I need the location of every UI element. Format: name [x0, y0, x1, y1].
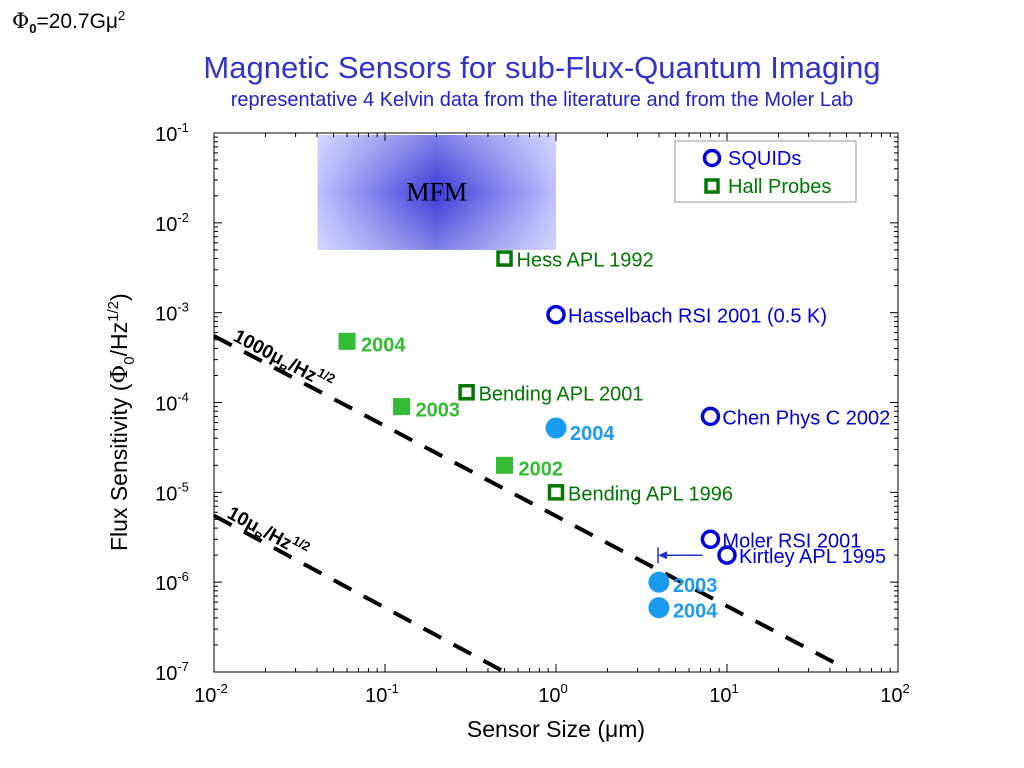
- y-tick-label: 10-5: [155, 479, 189, 505]
- data-label: 2004: [570, 423, 615, 445]
- data-label: 2004: [673, 601, 718, 623]
- reference-line-label: 10μB/Hz1/2: [222, 499, 313, 566]
- chart-subtitle: representative 4 Kelvin data from the li…: [230, 89, 854, 111]
- data-point: [393, 398, 411, 416]
- data-point: [547, 484, 565, 501]
- data-point: [338, 332, 356, 350]
- reference-line: [213, 334, 840, 667]
- annotation-arrow-head: [658, 551, 668, 560]
- y-axis-label: Flux Sensitivity (Φ0/Hz1/2): [105, 293, 138, 551]
- y-tick-label: 10-3: [155, 300, 189, 326]
- data-label: Bending APL 1996: [568, 483, 733, 505]
- x-tick-label: 101: [709, 681, 738, 707]
- data-label: 2003: [416, 400, 461, 422]
- x-tick-label: 10-1: [365, 681, 399, 707]
- mfm-label: MFM: [406, 177, 467, 206]
- data-label: 2004: [361, 334, 406, 356]
- reference-line: [213, 513, 506, 674]
- data-label: 2002: [519, 458, 564, 480]
- data-point: [458, 384, 475, 401]
- data-label: Bending APL 2001: [479, 383, 644, 405]
- data-label: Kirtley APL 1995: [739, 546, 886, 568]
- y-tick-label: 10-6: [155, 569, 189, 595]
- x-tick-label: 100: [538, 681, 567, 707]
- phi-equation: =20.7Gμ: [36, 10, 119, 33]
- data-label: Hess APL 1992: [517, 250, 654, 272]
- flux-quantum-note: Φ0=20.7Gμ2: [12, 8, 125, 36]
- mfm-box-shade: [317, 135, 556, 250]
- data-point: [700, 529, 721, 550]
- y-tick-label: 10-7: [155, 659, 189, 685]
- data-point: [648, 571, 670, 593]
- legend-marker: [704, 178, 720, 194]
- data-point: [700, 406, 721, 427]
- data-label: 2003: [673, 575, 718, 597]
- chart-title: Magnetic Sensors for sub-Flux-Quantum Im…: [203, 50, 881, 85]
- x-axis-label: Sensor Size (μm): [467, 716, 645, 742]
- legend-label: SQUIDs: [728, 148, 801, 170]
- data-point: [648, 597, 670, 619]
- data-label: Hasselbach RSI 2001 (0.5 K): [568, 306, 827, 328]
- y-tick-label: 10-2: [155, 210, 189, 236]
- phi-subscript: 0: [29, 21, 37, 37]
- legend-marker: [702, 148, 722, 168]
- reference-line-label: 1000μB/Hz1/2: [228, 322, 338, 399]
- data-point: [545, 417, 567, 439]
- phi-exponent: 2: [118, 8, 126, 23]
- x-tick-label: 10-2: [194, 681, 228, 707]
- data-label: Moler RSI 2001: [722, 530, 861, 552]
- x-tick-label: 102: [880, 681, 909, 707]
- data-label: Chen Phys C 2002: [722, 407, 890, 429]
- y-tick-label: 10-4: [155, 390, 189, 416]
- y-tick-label: 10-1: [155, 120, 189, 146]
- legend-label: Hall Probes: [728, 176, 831, 198]
- data-point: [496, 456, 514, 474]
- data-point: [496, 250, 513, 267]
- phi-symbol: Φ: [12, 9, 30, 33]
- data-point: [546, 304, 566, 325]
- data-point: [717, 545, 737, 565]
